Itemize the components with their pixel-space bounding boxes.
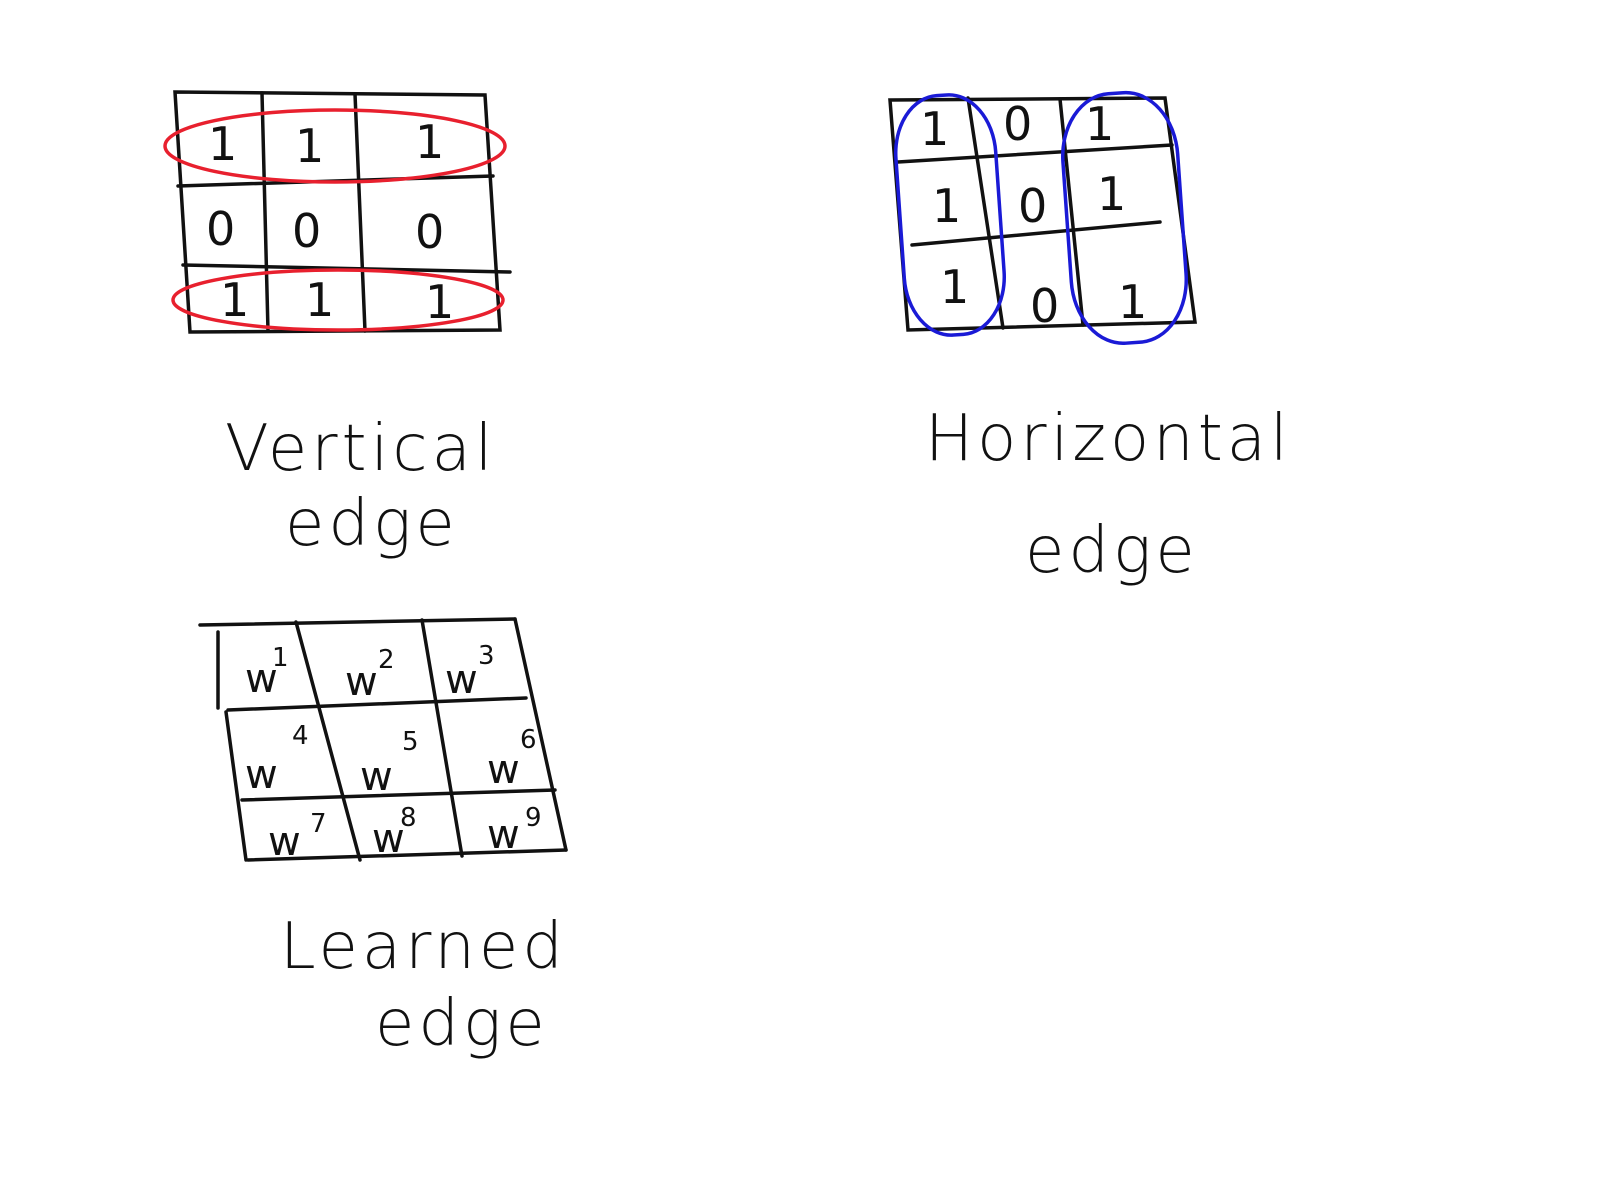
horizontal-cell-r2c3: 1: [1097, 167, 1126, 221]
learned-cell-r2c3: w 6: [487, 725, 537, 793]
vertical-caption-line2: edge: [285, 487, 459, 561]
svg-text:8: 8: [400, 803, 417, 833]
vertical-cell-r3c1: 1: [220, 273, 249, 327]
learned-cell-r3c1: w 7: [268, 809, 327, 865]
svg-text:w: w: [245, 752, 278, 798]
learned-grid-values: w 1 w 2 w 3 w 4 w 5 w 6: [245, 641, 542, 865]
vertical-cell-r3c2: 1: [305, 273, 334, 327]
horizontal-cell-r2c1: 1: [932, 179, 961, 233]
vertical-top-row-highlight: [163, 108, 507, 184]
svg-text:w: w: [245, 656, 278, 702]
vertical-cell-r2c3: 0: [415, 205, 444, 259]
svg-text:4: 4: [292, 721, 309, 751]
learned-cell-r2c2: w 5: [360, 727, 419, 800]
vertical-grid-values: 1 1 1 0 0 0 1 1 1: [206, 115, 454, 329]
svg-text:w: w: [445, 657, 478, 703]
horizontal-cell-r2c2: 0: [1018, 179, 1047, 233]
horizontal-right-column-highlight: [1060, 90, 1188, 346]
learned-cell-r3c2: w 8: [372, 803, 417, 862]
learned-caption-line1: Learned: [280, 910, 567, 984]
vertical-caption-line1: Vertical: [225, 412, 497, 486]
horizontal-edge-filter: 1 0 1 1 0 1 1 0 1 Horizontal edge: [888, 90, 1292, 588]
horizontal-cell-r1c2: 0: [1003, 97, 1032, 151]
svg-text:w: w: [372, 816, 405, 862]
learned-edge-filter: w 1 w 2 w 3 w 4 w 5 w 6: [198, 617, 568, 1061]
vertical-cell-r1c3: 1: [415, 115, 444, 169]
svg-text:w: w: [345, 659, 378, 705]
vertical-edge-filter: 1 1 1 0 0 0 1 1 1 Vertical edge: [163, 90, 512, 561]
learned-cell-r2c1: w 4: [245, 721, 309, 798]
svg-text:9: 9: [525, 803, 542, 833]
svg-text:1: 1: [272, 643, 289, 673]
learned-caption-line2: edge: [375, 987, 549, 1061]
learned-cell-r3c3: w 9: [487, 803, 542, 858]
horizontal-cell-r1c1: 1: [920, 102, 949, 156]
svg-text:w: w: [360, 754, 393, 800]
vertical-bottom-row-highlight: [171, 268, 505, 332]
svg-text:3: 3: [478, 641, 495, 671]
horizontal-left-column-highlight: [893, 93, 1007, 337]
learned-cell-r1c1: w 1: [245, 643, 289, 702]
svg-text:5: 5: [402, 727, 419, 757]
horizontal-caption-line2: edge: [1025, 514, 1199, 588]
svg-text:7: 7: [310, 809, 327, 839]
vertical-cell-r3c3: 1: [425, 275, 454, 329]
vertical-cell-r1c2: 1: [295, 119, 324, 173]
svg-text:w: w: [487, 812, 520, 858]
vertical-cell-r2c2: 0: [292, 204, 321, 258]
svg-text:w: w: [487, 747, 520, 793]
horizontal-caption-line1: Horizontal: [925, 402, 1292, 476]
horizontal-cell-r3c3: 1: [1118, 275, 1147, 329]
horizontal-cell-r3c2: 0: [1030, 279, 1059, 333]
vertical-cell-r2c1: 0: [206, 202, 235, 256]
svg-text:6: 6: [520, 725, 537, 755]
learned-grid-lines: [198, 617, 568, 862]
learned-cell-r1c3: w 3: [445, 641, 495, 703]
learned-cell-r1c2: w 2: [345, 645, 395, 705]
horizontal-grid-values: 1 0 1 1 0 1 1 0 1: [920, 97, 1147, 333]
svg-text:w: w: [268, 819, 301, 865]
horizontal-cell-r1c3: 1: [1085, 97, 1114, 151]
horizontal-cell-r3c1: 1: [940, 260, 969, 314]
svg-text:2: 2: [378, 645, 395, 675]
vertical-cell-r1c1: 1: [208, 117, 237, 171]
